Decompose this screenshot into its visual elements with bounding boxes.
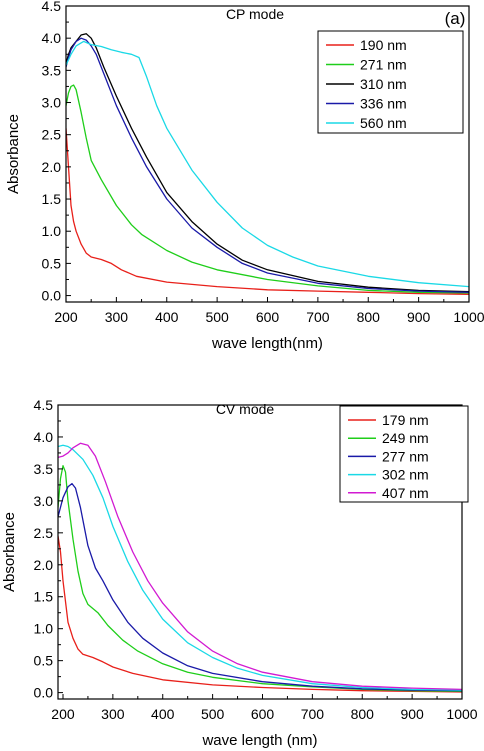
y-tick-label: 2.5	[42, 127, 62, 143]
chart-panel-b: 0.0 0.5 1.0 1.5 2.0 2.5 3.0 3.5 4.0 4.5 200 300 400 5…	[1, 397, 478, 749]
legend-entry: 407 nm	[382, 485, 429, 501]
y-tick-label: 0.0	[34, 685, 54, 701]
plot-frame	[57, 404, 463, 700]
x-tick-label: 1000	[446, 706, 477, 722]
legend-box	[317, 30, 464, 134]
series-group	[58, 442, 462, 693]
chart-title: CV mode	[216, 401, 275, 417]
series-group	[66, 33, 469, 295]
y-tick-label: 4.0	[34, 429, 54, 445]
y-axis-title: Absorbance	[1, 512, 18, 592]
y-tick-label: 4.0	[42, 30, 62, 46]
series-line-4	[66, 40, 469, 288]
x-tick-label: 200	[54, 309, 78, 325]
y-tick-label: 0.5	[42, 255, 62, 271]
x-tick-label: 700	[301, 706, 325, 722]
series-line-3	[66, 37, 469, 293]
series-line-0	[58, 535, 462, 693]
x-tick-label: 1000	[453, 309, 484, 325]
legend-entry: 560 nm	[360, 115, 407, 131]
x-tick-label: 600	[251, 706, 275, 722]
series-line-1	[66, 84, 469, 294]
series-line-4	[58, 442, 462, 691]
legend-entry: 190 nm	[360, 37, 407, 53]
legend-entry: 302 nm	[382, 467, 429, 483]
series-line-1	[58, 465, 462, 692]
series-line-3	[58, 444, 462, 691]
x-tick-label: 400	[151, 706, 175, 722]
series-line-0	[66, 128, 469, 295]
chart-panel-a: 0.0 0.5 1.0 1.5 2.0 2.5 3.0 3.5 4.0 4.5 200 300 400 5…	[5, 0, 484, 352]
series-line-2	[66, 33, 469, 293]
chart-title: CP mode	[226, 6, 284, 22]
x-tick-label: 800	[351, 706, 375, 722]
legend-box	[339, 405, 469, 503]
y-tick-label: 0.5	[34, 653, 54, 669]
x-axis-title: wave length(nm)	[211, 335, 323, 352]
x-tick-label: 600	[256, 309, 280, 325]
legend-entry: 310 nm	[360, 76, 407, 92]
y-tick-label: 4.5	[34, 397, 54, 413]
y-tick-label: 2.0	[42, 159, 62, 175]
legend: 179 nm 249 nm 277 nm 302 nm 407 nm	[339, 405, 469, 503]
x-tick-label: 700	[306, 309, 330, 325]
x-tick-label: 300	[101, 706, 125, 722]
y-tick-label: 1.5	[34, 589, 54, 605]
legend-entry: 179 nm	[382, 412, 429, 428]
y-tick-label: 2.5	[34, 525, 54, 541]
series-line-2	[58, 482, 462, 692]
y-tick-label: 4.5	[42, 0, 62, 14]
legend-entry: 249 nm	[382, 430, 429, 446]
legend-entry: 336 nm	[360, 96, 407, 112]
x-tick-label: 500	[201, 706, 225, 722]
legend: 190 nm 271 nm 310 nm 336 nm 560 nm	[317, 30, 464, 134]
y-tick-label: 3.5	[34, 461, 54, 477]
x-axis-title: wave length (nm)	[201, 732, 317, 749]
x-tick-label: 400	[155, 309, 179, 325]
legend-entry: 277 nm	[382, 448, 429, 464]
y-tick-label: 3.0	[34, 493, 54, 509]
y-tick-label: 0.0	[42, 288, 62, 304]
y-tick-label: 3.0	[42, 95, 62, 111]
x-tick-label: 900	[400, 706, 424, 722]
y-tick-label: 2.0	[34, 557, 54, 573]
x-tick-label: 200	[51, 706, 75, 722]
y-tick-label: 1.5	[42, 191, 62, 207]
y-axis-title: Absorbance	[5, 114, 22, 194]
x-tick-label: 900	[407, 309, 431, 325]
y-tick-label: 1.0	[34, 621, 54, 637]
legend-entry: 271 nm	[360, 57, 407, 73]
x-tick-label: 800	[357, 309, 381, 325]
panel-label: (a)	[445, 9, 466, 28]
x-tick-label: 300	[105, 309, 129, 325]
y-tick-label: 1.0	[42, 223, 62, 239]
x-tick-label: 500	[205, 309, 229, 325]
y-tick-label: 3.5	[42, 62, 62, 78]
